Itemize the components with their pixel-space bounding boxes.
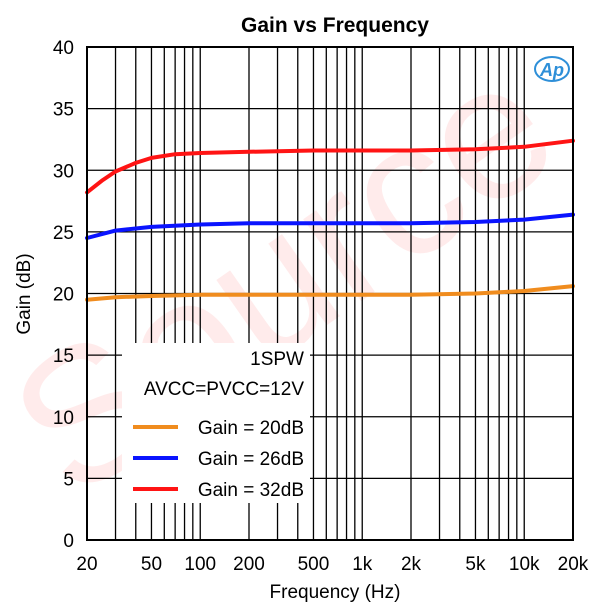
series-lines	[85, 138, 575, 302]
legend-label: Gain = 20dB	[198, 418, 304, 439]
x-tick-label: 20k	[558, 554, 589, 575]
plot-frame	[86, 46, 574, 541]
legend-background	[122, 343, 310, 503]
ap-logo: Ap	[534, 56, 570, 82]
ap-logo-text: Ap	[539, 60, 564, 80]
y-tick-label: 30	[53, 161, 74, 182]
y-tick-label: 35	[53, 100, 74, 121]
x-tick-label: 1k	[352, 554, 373, 575]
series-line	[85, 212, 575, 240]
legend-label: Gain = 26dB	[198, 449, 304, 470]
y-axis-label: Gain (dB)	[14, 253, 35, 334]
annotation-supply: AVCC=PVCC=12V	[144, 379, 304, 400]
y-tick-label: 10	[53, 408, 74, 429]
legend: 1SPW AVCC=PVCC=12V Gain = 20dB Gain = 26d…	[122, 343, 310, 503]
x-tick-labels: 20 50 100 200 500 1k 2k 5k 10k 20k	[76, 554, 588, 575]
x-axis-label: Frequency (Hz)	[270, 582, 401, 603]
series-line	[85, 138, 575, 195]
x-tick-label: 10k	[509, 554, 540, 575]
x-tick-label: 50	[141, 554, 162, 575]
x-tick-label: 5k	[465, 554, 486, 575]
y-tick-label: 25	[53, 223, 74, 244]
y-tick-label: 15	[53, 346, 74, 367]
x-tick-label: 200	[233, 554, 265, 575]
x-tick-label: 500	[298, 554, 330, 575]
x-tick-label: 20	[76, 554, 97, 575]
ap-logo-ring	[534, 56, 570, 82]
y-tick-label: 20	[53, 285, 74, 306]
y-tick-label: 5	[63, 469, 74, 490]
y-tick-label: 0	[63, 531, 74, 552]
x-tick-label: 2k	[401, 554, 422, 575]
y-tick-label: 40	[53, 38, 74, 59]
series-line	[85, 284, 575, 302]
x-tick-label: 100	[184, 554, 216, 575]
y-tick-labels: 0 5 10 15 20 25 30 35 40	[53, 38, 74, 552]
legend-items: Gain = 20dB Gain = 26dB Gain = 32dB	[133, 418, 304, 501]
legend-label: Gain = 32dB	[198, 480, 304, 501]
chart-title: Gain vs Frequency	[241, 14, 429, 37]
annotation-config: 1SPW	[250, 349, 304, 370]
